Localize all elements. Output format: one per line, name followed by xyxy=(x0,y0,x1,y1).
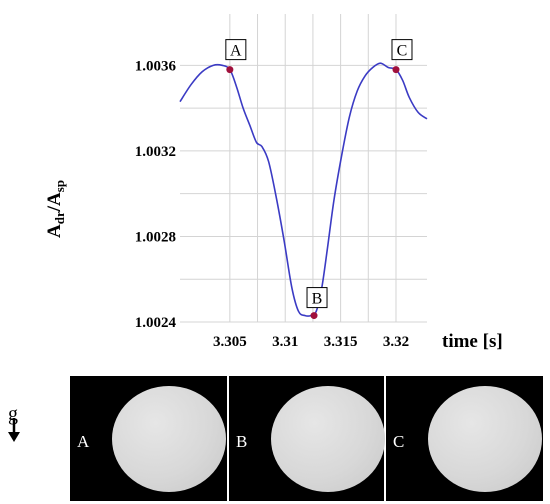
labeled-points: A B C xyxy=(225,39,413,320)
y-tick-labels: 1.0024 1.0028 1.0032 1.0036 xyxy=(135,58,177,331)
y-axis-title-main: A xyxy=(44,224,65,238)
grid xyxy=(180,14,427,323)
y-axis-title-sep: /A xyxy=(44,192,65,212)
point-label: C xyxy=(397,43,408,60)
snapshot-frame-c: C xyxy=(386,376,543,501)
x-tick-label: 3.315 xyxy=(324,334,358,350)
frame-label: A xyxy=(77,432,90,451)
x-tick-labels: 3.305 3.31 3.315 3.32 xyxy=(213,334,409,350)
y-axis-title-sub2: sp xyxy=(52,180,67,192)
x-tick-label: 3.31 xyxy=(272,334,298,350)
point-marker-b xyxy=(310,312,318,320)
snapshot-frame-a: A xyxy=(70,376,227,501)
drop-shape xyxy=(428,386,542,492)
y-tick-label: 1.0024 xyxy=(135,315,177,331)
point-marker-c xyxy=(392,66,400,74)
point-label-box xyxy=(225,39,247,61)
down-arrow-icon xyxy=(8,418,20,442)
drop-shape xyxy=(271,386,385,492)
x-tick-label: 3.32 xyxy=(383,334,409,350)
x-axis-title: time [s] xyxy=(442,331,503,352)
point-label: A xyxy=(230,43,242,60)
gravity-label: g xyxy=(8,403,18,425)
frame-label: C xyxy=(393,432,405,451)
snapshot-frame-b: B xyxy=(229,376,385,501)
x-tick-label: 3.305 xyxy=(213,334,247,350)
y-axis-title-sub1: dr xyxy=(52,211,67,224)
drop-shape xyxy=(112,386,226,492)
point-label-box xyxy=(391,39,413,61)
y-tick-label: 1.0032 xyxy=(135,144,176,160)
frame-label: B xyxy=(236,432,248,451)
point-label: B xyxy=(312,291,323,308)
y-tick-label: 1.0028 xyxy=(135,229,176,245)
point-label-box xyxy=(306,287,328,309)
point-marker-a xyxy=(226,66,234,74)
y-axis-title: Adr/Asp xyxy=(44,180,67,238)
series-line xyxy=(179,62,428,317)
y-tick-label: 1.0036 xyxy=(135,58,177,74)
